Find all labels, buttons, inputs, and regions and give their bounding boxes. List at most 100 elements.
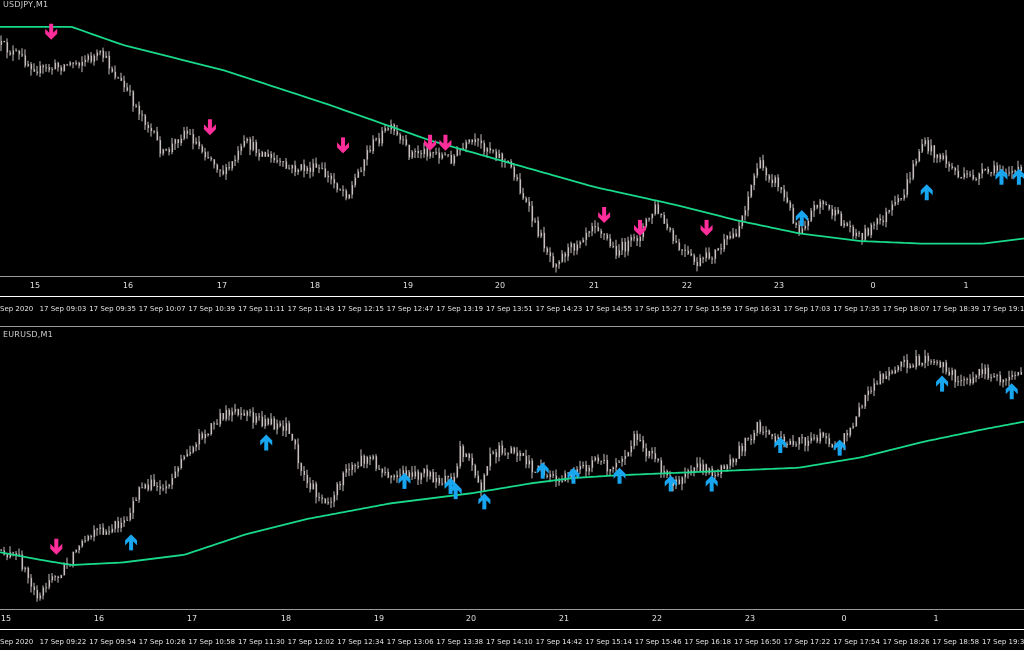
candle-body — [477, 139, 480, 141]
candle-body — [153, 131, 156, 133]
candle-body — [120, 77, 123, 81]
candle-body — [357, 465, 360, 467]
candle-body — [150, 127, 153, 132]
candle-body — [351, 464, 354, 470]
candle-body — [420, 473, 423, 480]
candle-body — [609, 469, 612, 472]
eurusd-chart-canvas[interactable] — [0, 330, 1024, 608]
candle-body — [258, 416, 261, 418]
candle-body — [75, 550, 78, 552]
candle-body — [555, 475, 558, 482]
candle-body — [414, 471, 417, 477]
candle-body — [81, 541, 84, 547]
candle-body — [138, 105, 141, 115]
candle-body — [90, 55, 93, 62]
candle-body — [753, 432, 756, 441]
candle-body — [660, 460, 663, 473]
candle-body — [30, 64, 33, 70]
hour-tick-label: 15 — [29, 281, 41, 290]
candle-body — [111, 528, 114, 533]
candle-body — [300, 164, 303, 170]
candle-body — [48, 580, 51, 588]
candle-body — [39, 595, 42, 599]
candle-body — [678, 242, 681, 250]
hour-tick-label: 22 — [651, 614, 663, 623]
candle-body — [159, 486, 162, 489]
usdjpy-chart-panel[interactable]: USDJPY,M1 — [0, 0, 1024, 276]
eurusd-axis-divider — [0, 629, 1024, 630]
buy-arrow-icon — [920, 184, 933, 201]
candle-body — [528, 460, 531, 465]
candle-body — [417, 150, 420, 154]
candle-body — [396, 131, 399, 135]
eurusd-chart-panel[interactable]: EURUSD,M1 — [0, 330, 1024, 608]
candle-body — [750, 185, 753, 197]
candle-body — [357, 171, 360, 178]
candle-body — [825, 204, 828, 206]
candle-body — [849, 225, 852, 228]
time-tick-label: 17 Sep 18:26 — [882, 638, 930, 646]
sell-arrow-icon — [424, 134, 437, 151]
candle-body — [693, 467, 696, 473]
candle-body — [858, 232, 861, 234]
candle-body — [627, 452, 630, 457]
candle-body — [87, 55, 90, 60]
candle-body — [726, 235, 729, 240]
candle-body — [783, 436, 786, 445]
hour-tick-label: 1 — [933, 614, 939, 623]
usdjpy-chart-canvas[interactable] — [0, 0, 1024, 276]
candle-body — [918, 151, 921, 162]
candle-body — [798, 224, 801, 234]
candle-body — [1005, 379, 1008, 381]
candle-body — [594, 226, 597, 228]
candle-body — [123, 520, 126, 523]
candle-body — [405, 139, 408, 145]
candle-body — [285, 161, 288, 169]
candle-body — [42, 587, 45, 596]
sell-arrow-icon — [45, 23, 58, 40]
candle-body — [882, 220, 885, 222]
candle-body — [891, 204, 894, 211]
candle-body — [498, 445, 501, 458]
candle-body — [210, 423, 213, 435]
time-tick-label: 17 Sep 15:27 — [634, 305, 682, 313]
candle-body — [174, 471, 177, 478]
candle-body — [456, 149, 459, 156]
candle-body — [69, 62, 72, 65]
candle-body — [870, 224, 873, 236]
time-tick-label: 17 Sep 09:03 — [39, 305, 87, 313]
candle-body — [942, 155, 945, 160]
candle-body — [831, 444, 834, 448]
candle-body — [363, 455, 366, 464]
candle-body — [270, 153, 273, 158]
candle-body — [480, 140, 483, 144]
candle-body — [57, 62, 60, 68]
candle-body — [327, 501, 330, 504]
time-tick-label: 17 Sep 17:54 — [833, 638, 880, 646]
candle-body — [465, 453, 468, 457]
candle-body — [978, 173, 981, 179]
candle-body — [153, 479, 156, 486]
hour-tick-label: 1 — [963, 281, 969, 290]
candle-body — [348, 194, 351, 199]
candle-body — [495, 452, 498, 458]
candle-body — [981, 369, 984, 375]
candle-body — [948, 163, 951, 167]
candle-body — [408, 144, 411, 158]
candle-body — [309, 167, 312, 172]
candle-body — [990, 377, 993, 379]
candle-body — [408, 472, 411, 478]
candle-body — [465, 142, 468, 149]
candle-body — [975, 375, 978, 378]
candle-body — [627, 240, 630, 252]
buy-arrow-icon — [833, 439, 846, 456]
candle-body — [171, 477, 174, 485]
candle-body — [378, 468, 381, 470]
candle-body — [384, 472, 387, 474]
sell-arrow-icon — [337, 137, 350, 154]
candle-body — [84, 540, 87, 542]
candle-body — [651, 213, 654, 219]
candle-body — [279, 161, 282, 163]
candle-body — [27, 567, 30, 579]
candle-body — [639, 439, 642, 441]
